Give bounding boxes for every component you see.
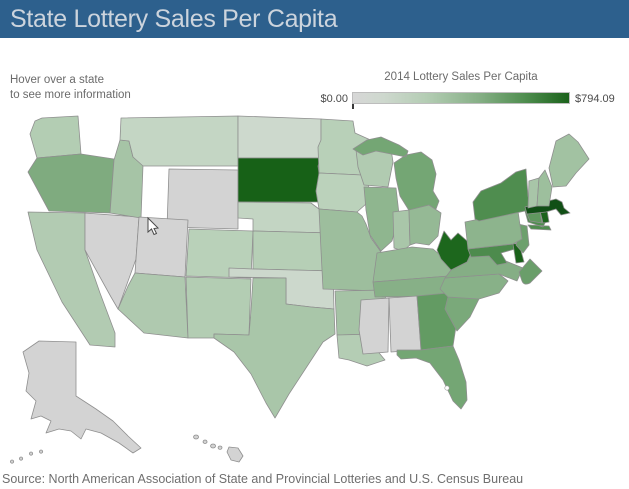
state-oh[interactable]: Ohio	[408, 204, 442, 246]
state-nc[interactable]: North Carolina	[439, 273, 509, 300]
lake-okeechobee	[444, 385, 450, 391]
state-wy[interactable]: Wyoming	[166, 168, 239, 230]
legend-max-label: $794.09	[575, 93, 615, 105]
state-nh[interactable]: New Hampshire	[536, 169, 553, 207]
hover-hint-text: Hover over a state to see more informati…	[10, 73, 131, 103]
legend-gradient-bar	[352, 92, 570, 104]
state-az[interactable]: Arizona	[117, 272, 189, 339]
state-dc[interactable]: District of Columbia	[518, 258, 543, 285]
state-ma[interactable]: Massachusetts	[524, 198, 571, 216]
state-ut[interactable]: Utah	[134, 216, 189, 278]
state-nm[interactable]: New Mexico	[185, 276, 252, 339]
page-title: State Lottery Sales Per Capita	[10, 4, 338, 33]
legend-min-label: $0.00	[320, 93, 348, 105]
state-or[interactable]: Oregon	[27, 153, 115, 214]
source-attribution: Source: North American Association of St…	[2, 472, 524, 486]
state-ia[interactable]: Iowa	[315, 172, 370, 213]
state-fl[interactable]: Florida	[396, 345, 468, 410]
state-tx[interactable]: Texas	[213, 277, 336, 419]
hover-hint-line2: to see more information	[10, 89, 131, 101]
state-me[interactable]: Maine	[548, 133, 590, 188]
state-wa[interactable]: Washington	[29, 115, 82, 159]
hover-hint-line1: Hover over a state	[10, 74, 104, 86]
dashboard-title-bar: State Lottery Sales Per Capita	[0, 0, 629, 38]
state-ms[interactable]: Mississippi	[358, 297, 390, 355]
state-mi[interactable]: Michigan	[352, 136, 440, 213]
state-hi[interactable]: Hawaii	[193, 434, 244, 463]
state-nd[interactable]: North Dakota	[237, 115, 322, 159]
state-ak[interactable]: Alaska	[10, 340, 142, 464]
state-sd[interactable]: South Dakota	[237, 157, 324, 203]
legend-title: 2014 Lottery Sales Per Capita	[384, 71, 538, 83]
state-mt[interactable]: Montana	[119, 115, 239, 167]
state-al[interactable]: Alabama	[388, 295, 422, 353]
state-ne[interactable]: Nebraska	[237, 201, 332, 234]
legend-min-tick	[352, 104, 354, 109]
state-in[interactable]: Indiana	[392, 209, 411, 252]
state-co[interactable]: Colorado	[185, 228, 254, 279]
mouse-cursor-icon	[147, 216, 160, 236]
state-il[interactable]: Illinois	[363, 186, 400, 252]
